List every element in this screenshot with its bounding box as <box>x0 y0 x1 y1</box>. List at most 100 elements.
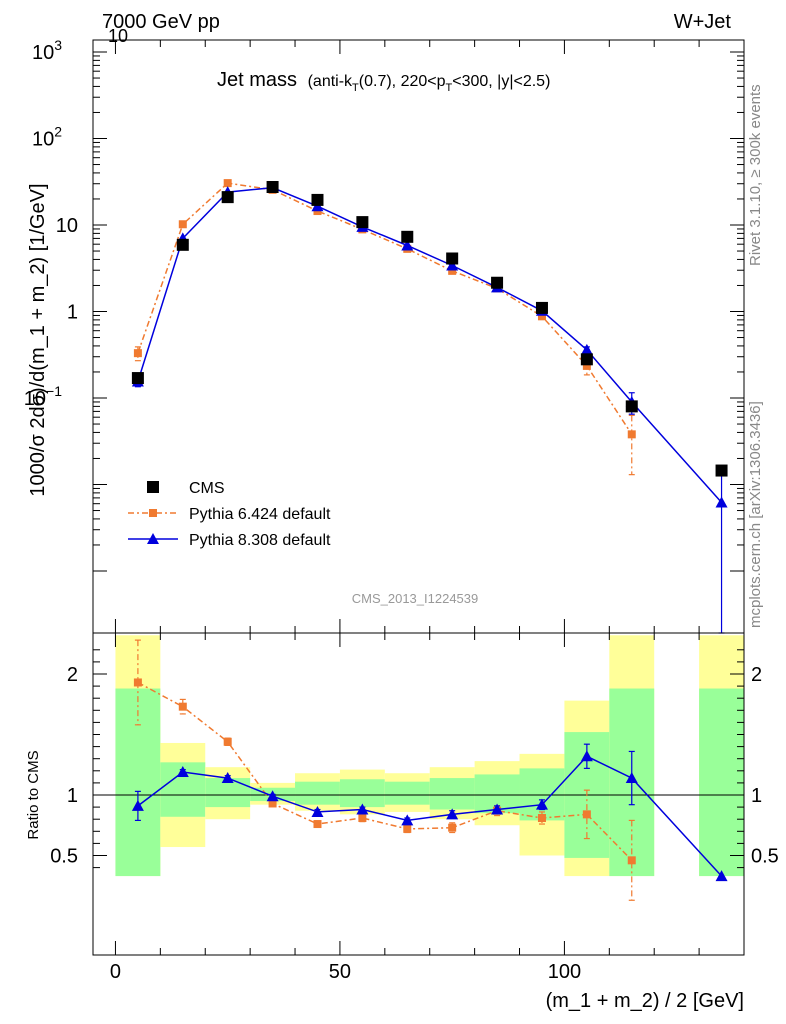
ratio-y-tick-label-right: 2 <box>751 664 762 686</box>
ratio-x-tick-label: 100 <box>548 961 581 983</box>
main-x-ticks <box>114 40 745 633</box>
ratio-pythia8-point <box>535 798 548 810</box>
header-process: W+Jet <box>674 11 732 33</box>
ratio-pythia8-point <box>221 772 234 784</box>
ratio-pythia8-point <box>491 803 504 815</box>
ratio-pythia8-point <box>131 799 144 811</box>
main-y-tick-label: 103 <box>32 37 62 64</box>
ratio-pythia6-point <box>223 737 232 746</box>
ratio-uncertainty-band-inner <box>384 781 430 805</box>
plot-title-suffix: <300, |y|<2.5) <box>452 73 550 90</box>
rivet-version-label: Rivet 3.1.10, ≥ 300k events <box>747 84 764 266</box>
ratio-pythia8-point <box>401 814 414 826</box>
ratio-pythia8-point <box>311 805 324 817</box>
ratio-pythia6-point <box>537 813 546 822</box>
x-axis-label: (m_1 + m_2) / 2 [GeV] <box>546 990 744 1012</box>
ratio-pythia8-point <box>266 790 279 802</box>
main-pythia6-point <box>627 430 636 439</box>
ratio-y-tick-label-right: 0.5 <box>751 846 779 868</box>
main-cms-point <box>221 191 234 204</box>
legend-entry: Pythia 6.424 default <box>128 506 331 523</box>
ratio-pythia6-point <box>403 824 412 833</box>
main-pythia6-point <box>133 349 142 358</box>
main-y-tick-label: 1 <box>67 302 78 324</box>
main-pythia6-line <box>137 182 633 435</box>
legend-marker <box>147 481 159 493</box>
legend-entry: CMS <box>147 480 225 497</box>
legend-label: Pythia 6.424 default <box>189 506 331 523</box>
ratio-pythia6-point <box>627 856 636 865</box>
main-y-tick-label: 10−1 <box>24 383 62 410</box>
main-pythia6-point <box>178 220 187 229</box>
ratio-pythia8-point <box>446 808 459 820</box>
ratio-uncertainty-band-inner <box>295 781 340 805</box>
main-pythia8-point <box>715 496 728 508</box>
main-pythia6-point <box>223 179 232 188</box>
main-pythia8-point <box>401 239 414 251</box>
ratio-uncertainty-band-inner <box>115 688 161 877</box>
plot-title-sub2: T <box>446 82 453 94</box>
ratio-pythia8-point <box>715 870 728 882</box>
plot-title: Jet mass (anti-kT(0.7), 220<pT<300, |y|<… <box>217 69 550 94</box>
legend-label: Pythia 8.308 default <box>189 532 331 549</box>
ratio-y-tick-label: 2 <box>67 664 78 686</box>
legend-entry: Pythia 8.308 default <box>128 532 331 549</box>
ratio-pythia8-point <box>625 772 638 784</box>
main-pythia8-line <box>137 186 723 503</box>
main-pythia6-point <box>537 312 546 321</box>
main-cms-point <box>131 372 144 385</box>
plot-title-main: Jet mass <box>217 69 297 91</box>
ratio-uncertainty-band-inner <box>699 688 744 877</box>
main-cms-point <box>311 193 324 206</box>
ratio-pythia6-point <box>268 799 277 808</box>
main-y-tick-label: 102 <box>32 124 62 151</box>
main-pythia8-point <box>446 259 459 271</box>
analysis-watermark: CMS_2013_I1224539 <box>352 591 479 606</box>
header-energy: 7000 GeV pp <box>102 11 220 33</box>
main-cms-point <box>715 464 728 477</box>
ratio-pythia6-point <box>178 702 187 711</box>
main-cms-point <box>580 353 593 366</box>
main-y-stray-label: 10 <box>108 26 128 46</box>
main-y-tick-label: 10 <box>56 215 78 237</box>
mcplots-reference-label: mcplots.cern.ch [arXiv:1306.3436] <box>747 401 764 628</box>
ratio-pythia8-point <box>580 750 593 762</box>
main-y-axis-label: 1000/σ 2dσ)/d(m_1 + m_2) [1/GeV] <box>27 183 49 496</box>
legend-marker <box>147 533 159 544</box>
ratio-pythia6-point <box>313 820 322 829</box>
ratio-pythia6-point <box>358 813 367 822</box>
plot-title-prefix: (anti-k <box>308 73 353 90</box>
main-cms-point <box>266 180 279 193</box>
ratio-uncertainty-band-inner <box>339 779 385 808</box>
ratio-plot-panel: 0.5 0.5 1 1 2 2 0 50 100 <box>50 632 779 983</box>
main-cms-point <box>446 252 459 265</box>
plot-title-sub1: T <box>352 82 359 94</box>
ratio-y-tick-label: 0.5 <box>50 846 78 868</box>
ratio-x-tick-label: 0 <box>110 961 121 983</box>
main-pythia6-point <box>582 361 591 370</box>
main-cms-point <box>625 400 638 413</box>
ratio-x-tick-label: 50 <box>329 961 351 983</box>
main-cms-point <box>491 276 504 289</box>
main-pythia6-point <box>448 266 457 275</box>
main-cms-point <box>356 216 369 229</box>
ratio-y-tick-label: 1 <box>67 785 78 807</box>
ratio-x-axis: 0 50 100 <box>110 633 745 983</box>
ratio-y-axis: 0.5 0.5 1 1 2 2 <box>50 649 779 869</box>
ratio-pythia8-point <box>176 766 189 778</box>
ratio-pythia6-line <box>137 681 633 861</box>
main-cms-point <box>176 238 189 251</box>
ratio-pythia8-point <box>356 803 369 815</box>
ratio-pythia6-point <box>133 678 142 687</box>
ratio-pythia6-point <box>582 810 591 819</box>
plot-title-mid: (0.7), 220<p <box>359 73 446 90</box>
legend-marker <box>149 509 157 517</box>
ratio-y-tick-label-right: 1 <box>751 785 762 807</box>
main-cms-point <box>535 301 548 314</box>
ratio-plot-frame <box>92 632 745 956</box>
main-cms-point <box>401 230 414 243</box>
ratio-pythia6-point <box>448 823 457 832</box>
